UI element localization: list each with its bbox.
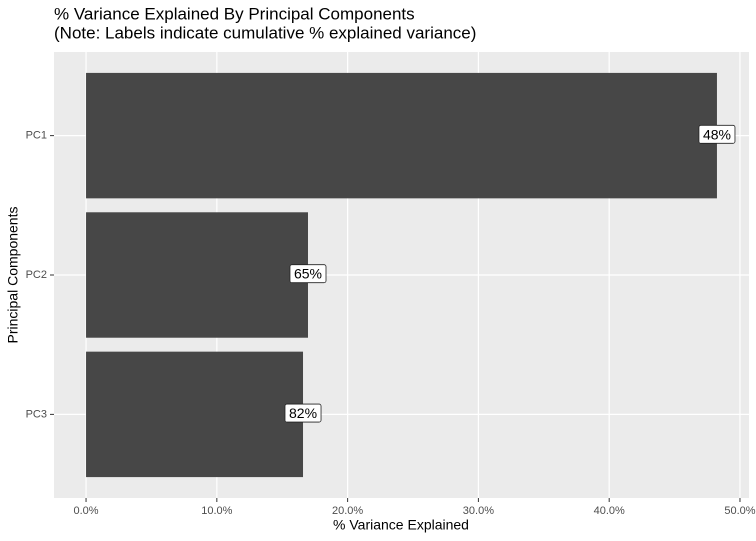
y-tick-label: PC1 (26, 130, 47, 142)
chart-subtitle: (Note: Labels indicate cumulative % expl… (54, 23, 476, 42)
label-box (698, 124, 736, 144)
bar (86, 351, 304, 478)
label-box (284, 403, 322, 423)
x-tick-label: 10.0% (201, 505, 232, 517)
bar (86, 72, 717, 199)
y-axis-title: Principal Components (5, 207, 21, 344)
bar (86, 212, 308, 338)
chart-title: % Variance Explained By Principal Compon… (54, 4, 415, 23)
y-tick-label: PC3 (26, 408, 47, 420)
cumulative-label: 48% (703, 126, 731, 142)
cumulative-label: 65% (294, 266, 322, 282)
x-tick-label: 40.0% (594, 505, 625, 517)
y-tick-label: PC2 (26, 269, 47, 281)
x-tick-label: 20.0% (332, 505, 363, 517)
label-box (289, 264, 327, 284)
x-tick-label: 50.0% (724, 505, 755, 517)
x-tick-label: 30.0% (463, 505, 494, 517)
x-axis-title: % Variance Explained (333, 517, 469, 533)
x-tick-label: 0.0% (74, 505, 99, 517)
cumulative-label: 82% (289, 405, 317, 421)
